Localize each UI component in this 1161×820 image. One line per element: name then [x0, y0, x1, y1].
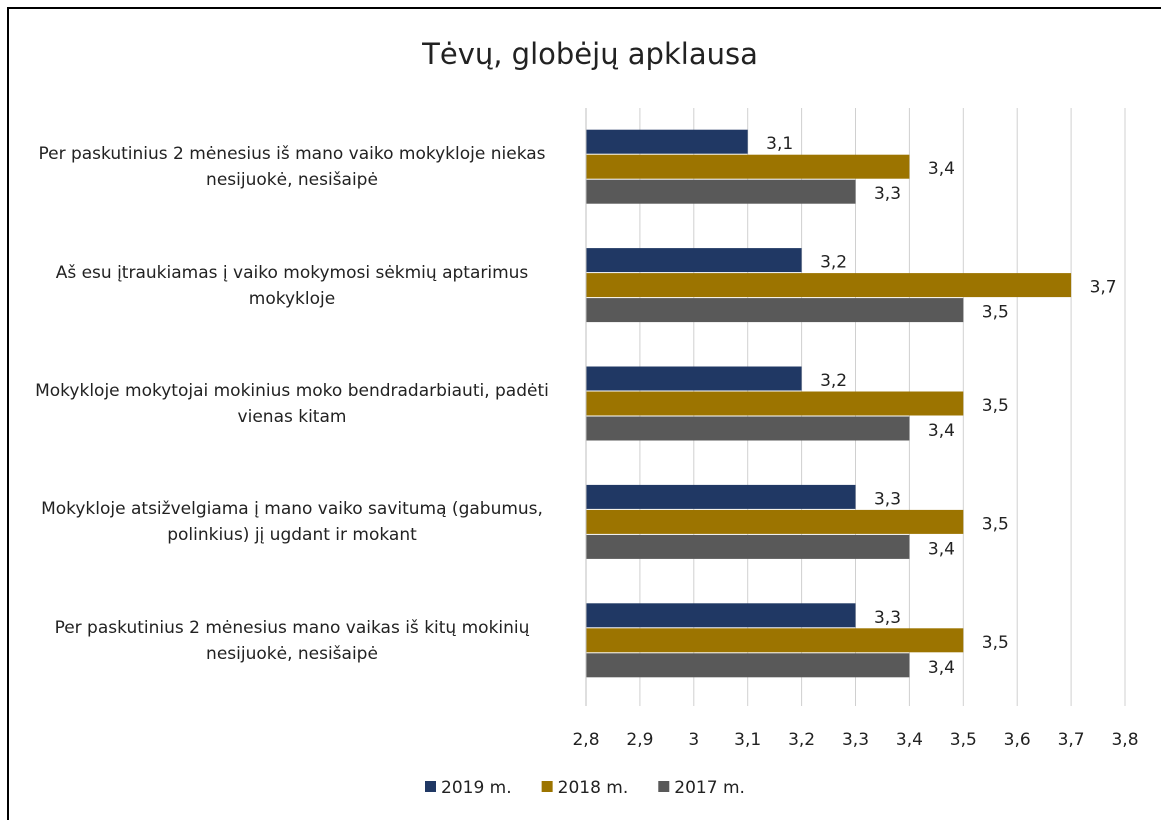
- bar: [586, 366, 802, 391]
- bar: [586, 154, 910, 179]
- bar: [586, 248, 802, 273]
- x-tick-label: 2,8: [572, 730, 599, 750]
- y-tick-label: Per paskutinius 2 mėnesius iš mano vaiko…: [38, 144, 546, 191]
- data-label: 3,2: [820, 253, 847, 273]
- y-tick-label: Mokykloje mokytojai mokinius moko bendra…: [35, 381, 549, 427]
- x-tick-label: 3,8: [1111, 730, 1138, 750]
- bar: [586, 484, 856, 509]
- data-label: 3,3: [874, 608, 901, 628]
- data-label: 3,4: [928, 539, 955, 559]
- y-tick-label: Aš esu įtraukiamas į vaiko mokymosi sėkm…: [55, 262, 529, 309]
- chart-title: Tėvų, globėjų apklausa: [421, 37, 758, 71]
- data-label: 3,4: [928, 658, 955, 678]
- bar: [586, 298, 964, 323]
- bar: [586, 416, 910, 441]
- category-label-box: Per paskutinius 2 mėnesius mano vaikas i…: [54, 617, 530, 664]
- data-label: 3,3: [874, 184, 901, 204]
- data-label: 3,5: [982, 396, 1009, 416]
- legend-swatch: [541, 781, 553, 792]
- bar: [586, 628, 964, 653]
- legend-label: 2019 m.: [441, 778, 512, 798]
- x-tick-label: 3,4: [896, 730, 923, 750]
- legend-label: 2017 m.: [674, 778, 745, 798]
- bar: [586, 179, 856, 204]
- category-label-box: Aš esu įtraukiamas į vaiko mokymosi sėkm…: [55, 262, 529, 309]
- frame: [7, 7, 1161, 820]
- y-tick-label: Mokykloje atsižvelgiama į mano vaiko sav…: [41, 499, 543, 546]
- data-label: 3,5: [982, 514, 1009, 534]
- data-label: 3,4: [928, 421, 955, 441]
- data-label: 3,7: [1090, 278, 1117, 298]
- x-tick-label: 2,9: [626, 730, 653, 750]
- data-label: 3,3: [874, 489, 901, 509]
- x-tick-label: 3,6: [1004, 730, 1031, 750]
- bar: [586, 129, 748, 154]
- x-tick-label: 3,3: [842, 730, 869, 750]
- x-tick-label: 3,2: [788, 730, 815, 750]
- category-label-box: Mokykloje mokytojai mokinius moko bendra…: [35, 381, 549, 427]
- bar: [586, 534, 910, 559]
- legend-label: 2018 m.: [558, 778, 629, 798]
- bar: [586, 391, 964, 416]
- x-tick-label: 3: [688, 730, 699, 750]
- data-label: 3,5: [982, 303, 1009, 323]
- category-label-box: Per paskutinius 2 mėnesius iš mano vaiko…: [38, 144, 546, 191]
- x-tick-label: 3,7: [1058, 730, 1085, 750]
- data-label: 3,5: [982, 633, 1009, 653]
- legend-swatch: [658, 781, 670, 792]
- bar: [586, 509, 964, 534]
- x-tick-label: 3,1: [734, 730, 761, 750]
- bar: [586, 273, 1072, 298]
- x-tick-label: 3,5: [950, 730, 977, 750]
- category-label-box: Mokykloje atsižvelgiama į mano vaiko sav…: [41, 499, 543, 546]
- legend-swatch: [425, 781, 436, 792]
- y-tick-label: Per paskutinius 2 mėnesius mano vaikas i…: [54, 617, 530, 664]
- data-label: 3,4: [928, 159, 955, 179]
- data-label: 3,2: [820, 371, 847, 391]
- bar: [586, 653, 910, 678]
- bar: [586, 603, 856, 628]
- data-label: 3,1: [766, 134, 793, 154]
